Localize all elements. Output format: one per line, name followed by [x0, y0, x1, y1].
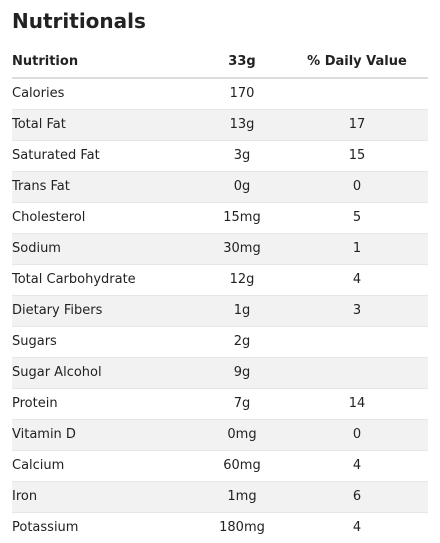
- nutrient-amount: 9g: [198, 357, 286, 389]
- nutrient-daily-value: 0: [286, 419, 428, 451]
- table-row: Saturated Fat 3g 15: [12, 140, 428, 172]
- nutrient-name: Sodium: [12, 233, 198, 265]
- nutrient-amount: 170: [198, 78, 286, 110]
- nutrient-name: Calories: [12, 78, 198, 110]
- table-row: Sugar Alcohol 9g: [12, 357, 428, 389]
- nutrient-daily-value: 4: [352, 520, 362, 535]
- nutrient-name: Total Carbohydrate: [12, 264, 198, 296]
- nutrient-amount: 180mg: [219, 520, 265, 535]
- nutrient-amount: 13g: [198, 109, 286, 141]
- nutrient-name: Iron: [12, 481, 198, 513]
- table-row: Dietary Fibers 1g 3: [12, 295, 428, 327]
- nutrient-amount: 60mg: [198, 450, 286, 482]
- nutrient-amount: 0mg: [198, 419, 286, 451]
- header-row: Nutrition 33g % Daily Value: [12, 47, 428, 79]
- table-row: Potassium 180mg 4: [12, 512, 428, 543]
- header-daily-value: % Daily Value: [286, 47, 428, 79]
- nutrition-table: Nutrition 33g % Daily Value Calories 170 T…: [12, 47, 428, 543]
- table-header: Nutrition 33g % Daily Value: [12, 47, 428, 79]
- table-row: Total Carbohydrate 12g 4: [12, 264, 428, 296]
- nutrient-daily-value: 17: [286, 109, 428, 141]
- nutrient-daily-value: 0: [286, 171, 428, 203]
- nutrient-name: Cholesterol: [12, 202, 198, 234]
- nutrient-amount: 1mg: [198, 481, 286, 513]
- nutrient-amount: 3g: [198, 140, 286, 172]
- nutrient-amount: 2g: [198, 326, 286, 358]
- nutrient-name: Protein: [12, 388, 198, 420]
- table-row: Trans Fat 0g 0: [12, 171, 428, 203]
- nutrient-name: Dietary Fibers: [12, 295, 198, 327]
- nutrient-daily-value: 14: [286, 388, 428, 420]
- nutrient-name: Calcium: [12, 450, 198, 482]
- nutrient-name: Potassium: [12, 520, 79, 535]
- header-nutrition: Nutrition: [12, 47, 198, 79]
- nutrient-name: Sugars: [12, 326, 198, 358]
- header-serving-size: 33g: [198, 47, 286, 79]
- nutrient-daily-value: [286, 326, 428, 358]
- table-row: Calcium 60mg 4: [12, 450, 428, 482]
- table-row: Sugars 2g: [12, 326, 428, 358]
- table-body: Calories 170 Total Fat 13g 17 Saturated Fat 3g…: [12, 78, 428, 543]
- table-row: Total Fat 13g 17: [12, 109, 428, 141]
- nutrient-daily-value: 15: [286, 140, 428, 172]
- nutrient-amount: 12g: [198, 264, 286, 296]
- nutrient-name: Trans Fat: [12, 171, 198, 203]
- nutrient-daily-value: 4: [286, 264, 428, 296]
- nutrient-daily-value: 5: [286, 202, 428, 234]
- nutrient-name: Saturated Fat: [12, 140, 198, 172]
- table-row: Protein 7g 14: [12, 388, 428, 420]
- nutrient-amount: 1g: [198, 295, 286, 327]
- table-row: Calories 170: [12, 78, 428, 110]
- table-row: Sodium 30mg 1: [12, 233, 428, 265]
- nutrient-amount: 0g: [198, 171, 286, 203]
- nutrient-daily-value: 1: [286, 233, 428, 265]
- nutrient-daily-value: 3: [286, 295, 428, 327]
- nutrient-amount: 7g: [198, 388, 286, 420]
- table-row: Cholesterol 15mg 5: [12, 202, 428, 234]
- nutrient-name: Total Fat: [12, 109, 198, 141]
- page-title: Nutritionals: [12, 9, 146, 33]
- nutrient-name: Sugar Alcohol: [12, 357, 198, 389]
- table-row: Iron 1mg 6: [12, 481, 428, 513]
- nutrient-name: Vitamin D: [12, 419, 198, 451]
- nutrient-amount: 15mg: [198, 202, 286, 234]
- nutrient-daily-value: [286, 78, 428, 110]
- nutrient-daily-value: 6: [286, 481, 428, 513]
- nutrient-amount: 30mg: [198, 233, 286, 265]
- nutrient-daily-value: 4: [286, 450, 428, 482]
- nutrient-daily-value: [286, 357, 428, 389]
- table-row: Vitamin D 0mg 0: [12, 419, 428, 451]
